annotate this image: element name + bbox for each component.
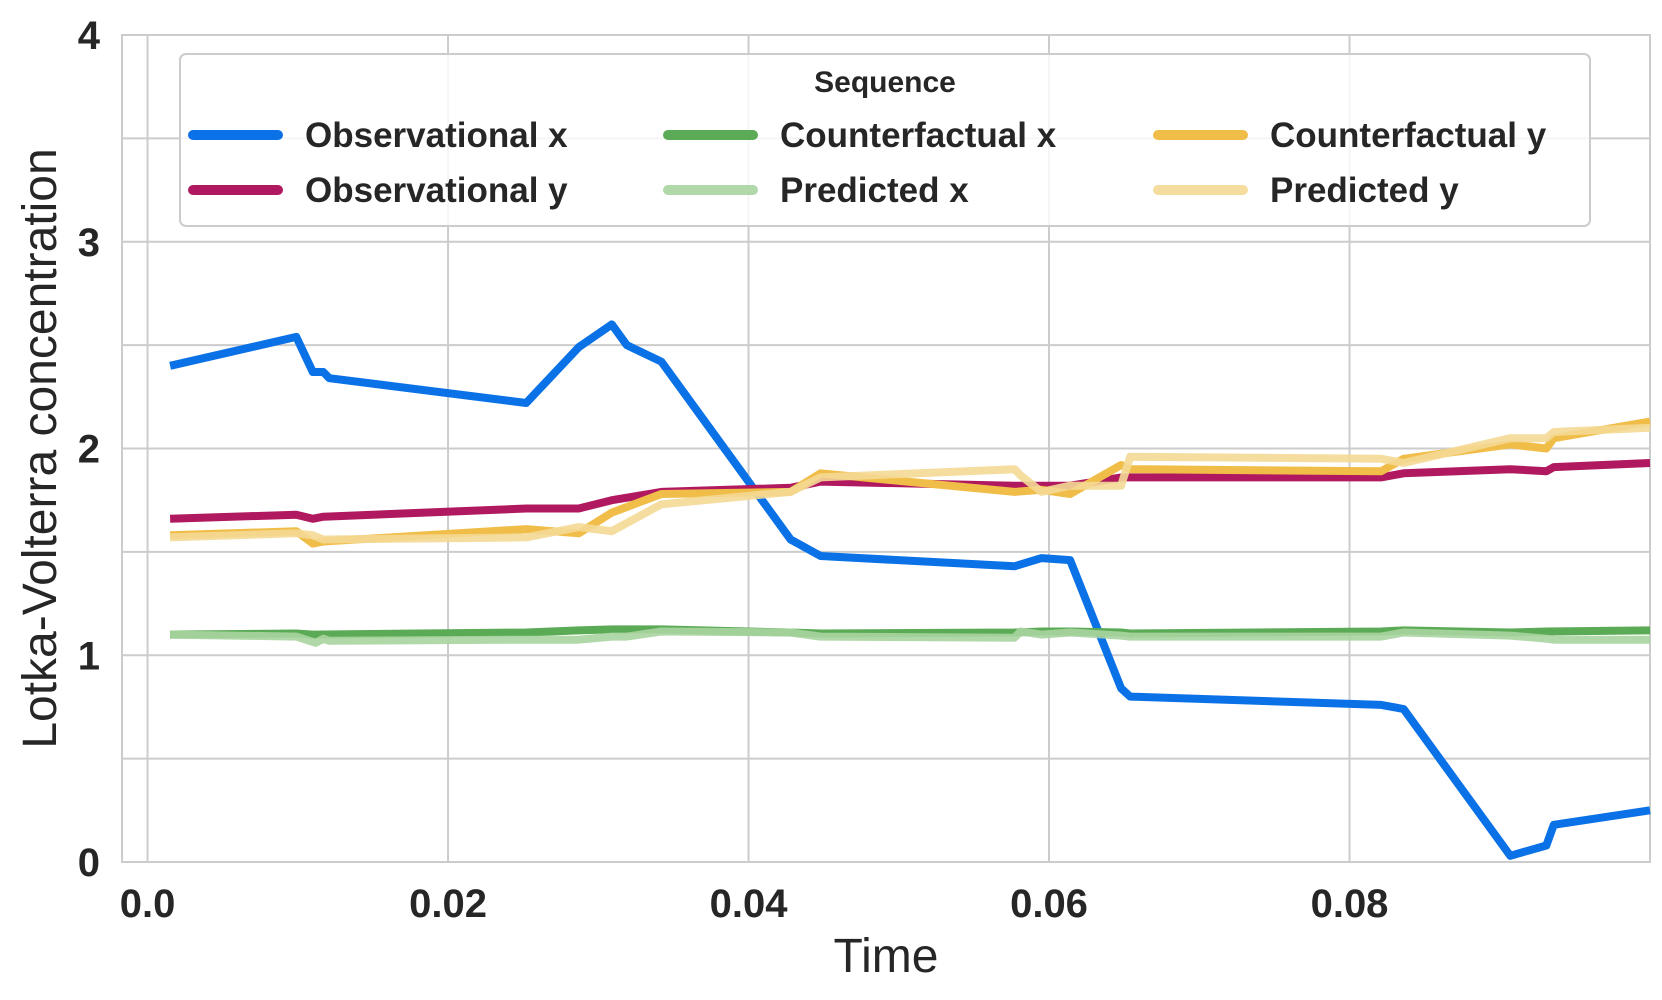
legend-label: Predicted y [1270,171,1459,210]
x-axis-title: Time [834,930,939,983]
series-line-predicted-x [170,627,1650,647]
x-tick-label: 0.08 [1311,882,1389,926]
series-line-predicted-y [169,423,1651,544]
legend-items: Observational x Observational y Counterfac… [188,116,1547,210]
y-axis-title: Lotka-Volterra concentration [14,148,67,748]
x-axis-ticks: 0.0 0.02 0.04 0.06 0.08 [120,882,1389,926]
x-tick-label: 0.04 [710,882,789,926]
x-tick-label: 0.02 [409,882,487,926]
legend-label: Observational x [305,116,568,155]
legend-box [179,53,1591,227]
y-tick-label: 3 [78,221,100,265]
legend-title: Sequence [814,66,956,99]
y-tick-label: 1 [78,634,100,678]
y-tick-label: 4 [78,14,101,58]
y-tick-label: 2 [78,428,100,472]
plot-frame [121,34,1651,863]
series-line-observational-x [169,320,1651,860]
legend-label: Observational y [305,171,568,210]
legend: Sequence Observational x Observational y C… [179,53,1591,227]
legend-label: Counterfactual y [1270,116,1547,155]
y-tick-label: 0 [78,841,100,885]
x-tick-label: 0.0 [120,882,176,926]
legend-label: Predicted x [780,171,969,210]
y-axis-ticks: 0 1 2 3 4 [78,14,101,885]
series-layer [169,320,1651,860]
legend-label: Counterfactual x [780,116,1057,155]
x-tick-label: 0.06 [1010,882,1088,926]
